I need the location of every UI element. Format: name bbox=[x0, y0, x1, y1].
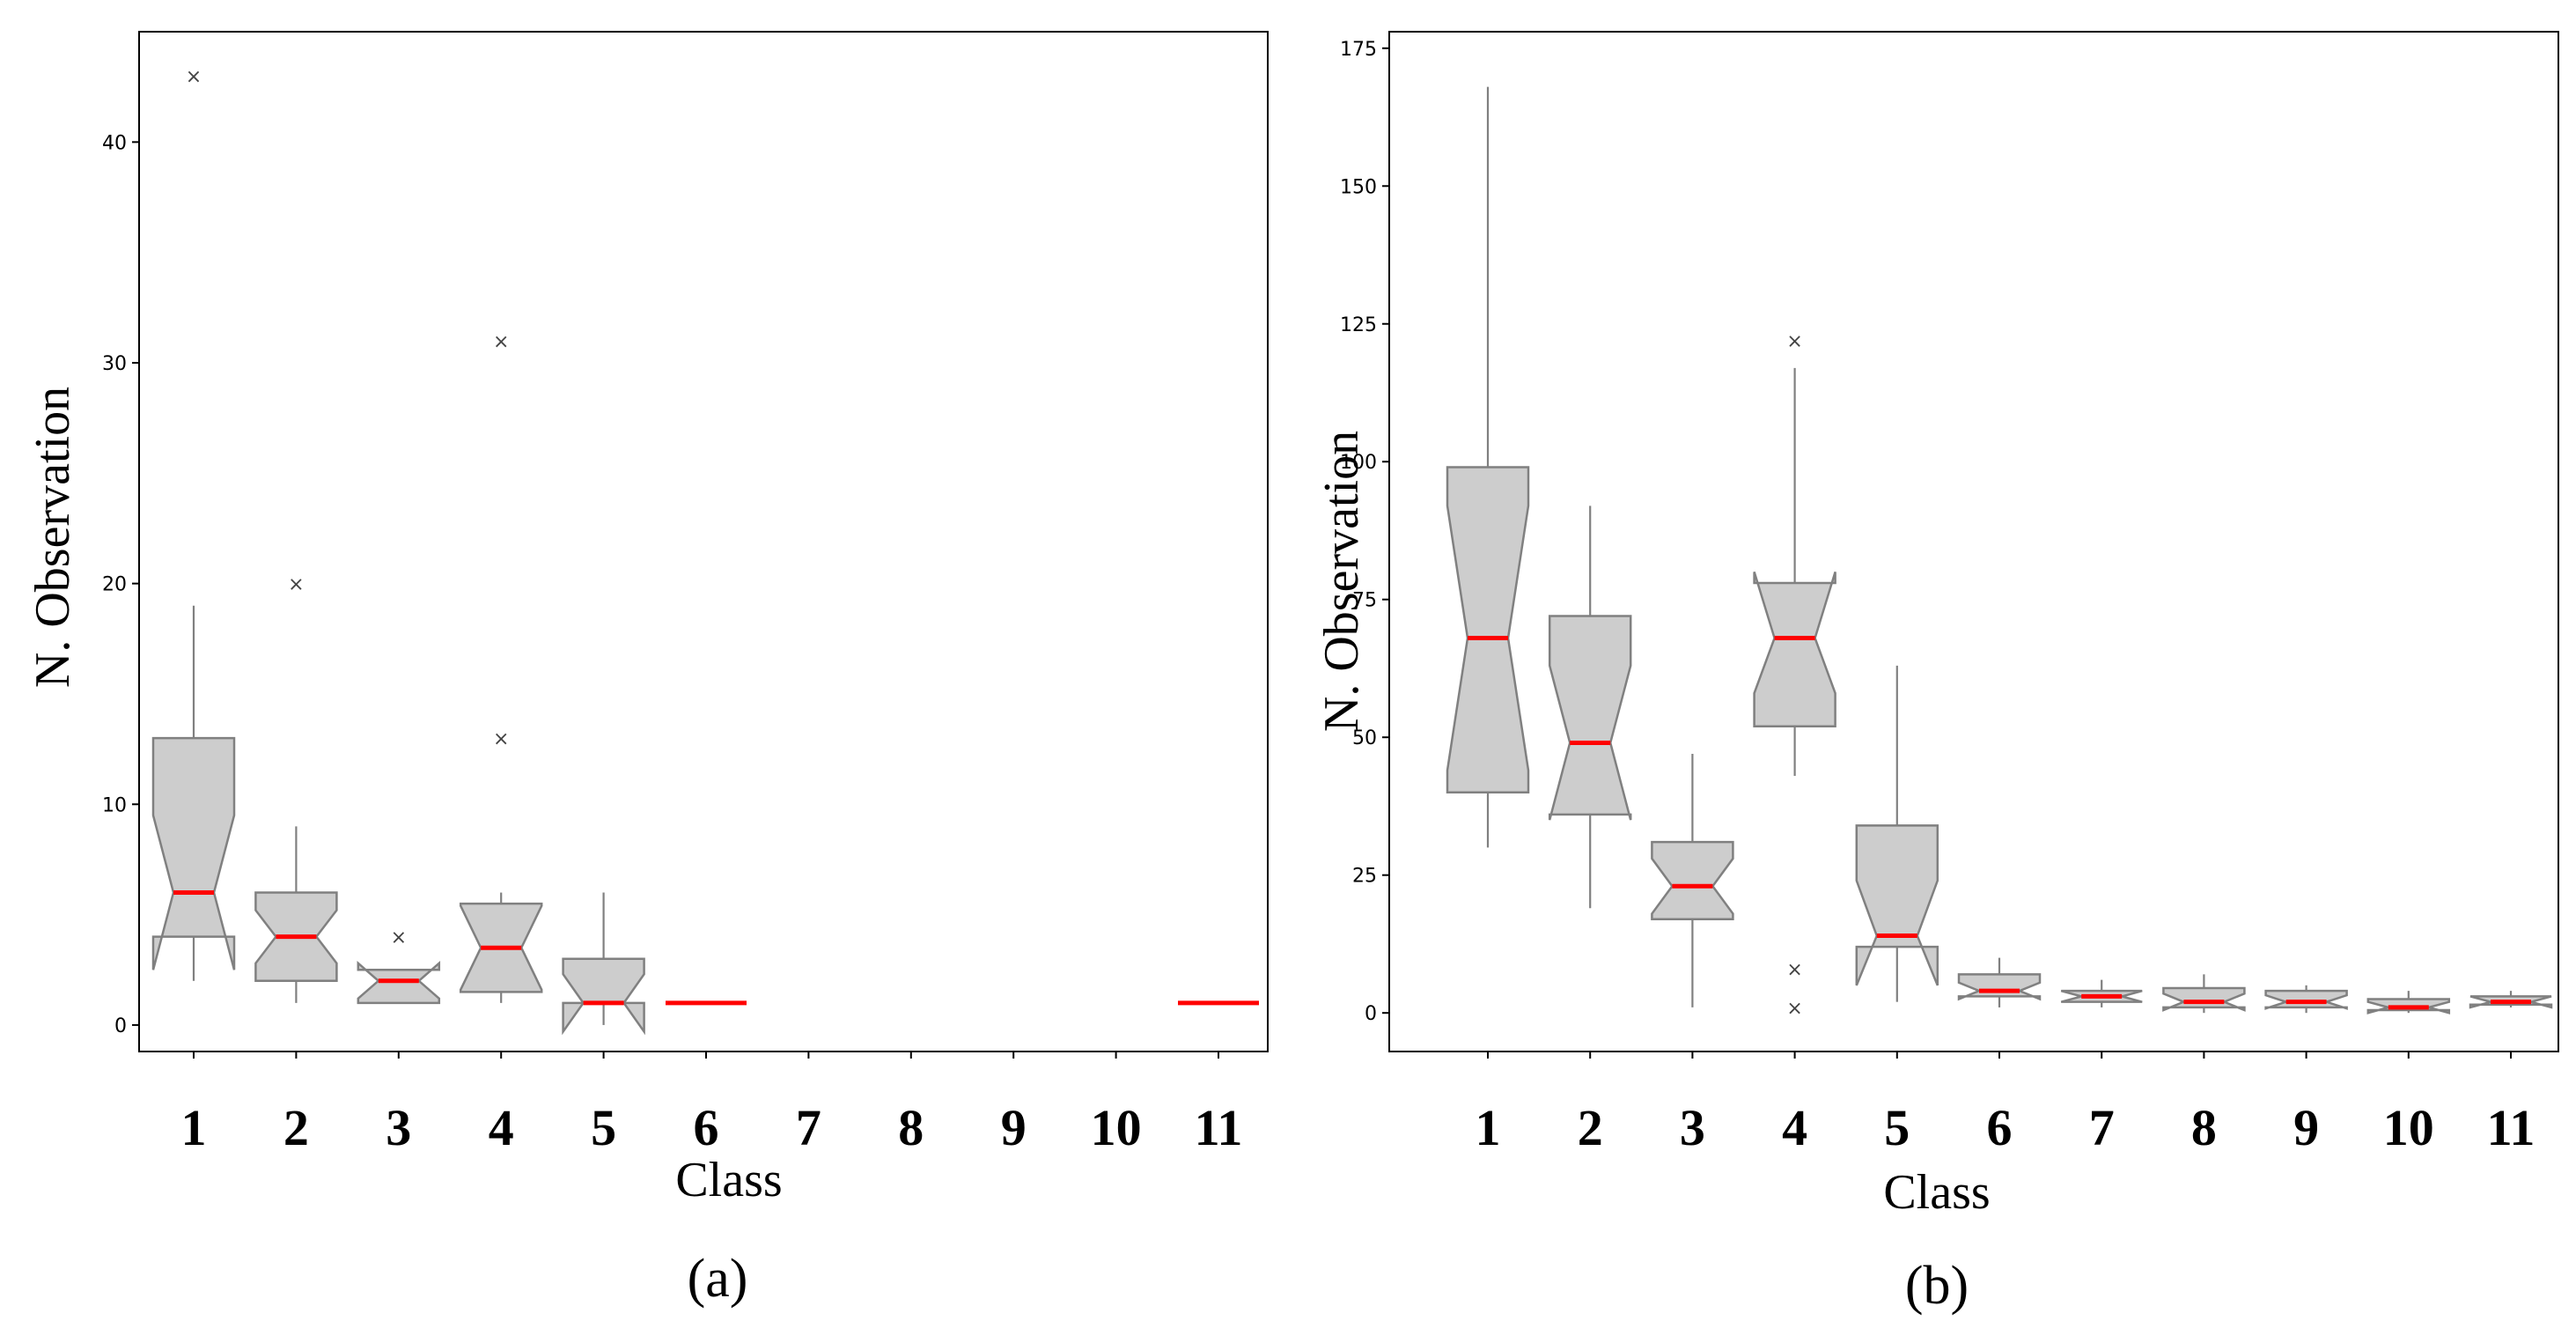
xtick-label: 5 bbox=[1884, 1099, 1910, 1156]
box-class-9 bbox=[2264, 985, 2348, 1014]
box-body bbox=[1446, 466, 1530, 794]
flier-marker: × bbox=[1786, 959, 1802, 981]
xtick-label: 10 bbox=[2383, 1099, 2434, 1156]
box-class-4: × × × bbox=[1753, 331, 1836, 1020]
flier-marker: × bbox=[391, 927, 407, 949]
box-body bbox=[151, 736, 236, 970]
flier-marker: × bbox=[1786, 998, 1802, 1020]
flier-marker: × bbox=[186, 66, 202, 88]
panel-b: 0 25 50 75 100 125 150 175 1 2 3 4 5 6 7 8 9 10 11 × × × N. O… bbox=[1314, 31, 2559, 1316]
ylabel-a: N. Observation bbox=[26, 387, 80, 688]
xtick-label: 6 bbox=[694, 1099, 719, 1156]
ytick-label: 0 bbox=[114, 1015, 127, 1037]
xtick-label: 8 bbox=[2191, 1099, 2217, 1156]
plot-frame-a bbox=[138, 31, 1269, 1052]
xtick-label: 3 bbox=[386, 1099, 411, 1156]
box-body bbox=[1651, 840, 1734, 921]
flier-marker: × bbox=[288, 574, 304, 596]
box-class-10 bbox=[2366, 991, 2451, 1015]
box-class-2 bbox=[1548, 505, 1632, 909]
ylabel-b: N. Observation bbox=[1314, 431, 1369, 732]
ytick-label: 50 bbox=[1352, 727, 1377, 749]
xtick-label: 9 bbox=[1001, 1099, 1027, 1156]
box-class-11 bbox=[2469, 991, 2553, 1009]
box-class-8 bbox=[2162, 974, 2246, 1014]
box-body bbox=[2264, 989, 2348, 1010]
xtick-label: 10 bbox=[1091, 1099, 1142, 1156]
ytick-label: 175 bbox=[1340, 39, 1377, 61]
ytick-label: 125 bbox=[1340, 314, 1377, 336]
xlabel-b: Class bbox=[1883, 1165, 1990, 1220]
xlabel-a: Class bbox=[675, 1153, 782, 1207]
xtick-label: 2 bbox=[1578, 1099, 1603, 1156]
ytick-label: 75 bbox=[1352, 590, 1377, 612]
ytick-label: 20 bbox=[102, 574, 127, 596]
box-body bbox=[562, 957, 645, 1036]
box-body bbox=[2162, 986, 2246, 1012]
box-class-5 bbox=[1855, 665, 1939, 1002]
box-body bbox=[1957, 973, 2042, 1001]
xtick-label: 4 bbox=[1782, 1099, 1807, 1156]
box-class-6 bbox=[1957, 957, 2042, 1007]
ytick-label: 100 bbox=[1340, 452, 1377, 474]
xtick-label: 11 bbox=[1195, 1099, 1243, 1156]
panel-label-a: (a) bbox=[688, 1249, 748, 1309]
box-class-1 bbox=[1446, 86, 1530, 848]
flier-marker: × bbox=[493, 331, 509, 353]
box-body bbox=[1548, 615, 1632, 821]
xtick-label: 5 bbox=[591, 1099, 616, 1156]
box-body bbox=[1753, 572, 1836, 727]
plot-area-b: 0 25 50 75 100 125 150 175 1 2 3 4 5 6 7 8 9 10 11 × × × bbox=[1340, 39, 2553, 1156]
plot-frame-b bbox=[1388, 31, 2559, 1052]
xtick-label: 1 bbox=[1476, 1099, 1501, 1156]
box-class-3: × bbox=[357, 927, 441, 1005]
box-class-3 bbox=[1651, 753, 1734, 1007]
flier-marker: × bbox=[1786, 331, 1802, 353]
xtick-label: 3 bbox=[1680, 1099, 1705, 1156]
ytick-label: 150 bbox=[1340, 176, 1377, 198]
box-body bbox=[357, 960, 441, 1005]
ytick-label: 10 bbox=[102, 794, 127, 816]
ytick-label: 25 bbox=[1352, 866, 1377, 888]
ytick-label: 30 bbox=[102, 353, 127, 375]
xtick-label: 4 bbox=[489, 1099, 514, 1156]
ytick-label: 0 bbox=[1365, 1003, 1377, 1025]
xtick-label: 8 bbox=[898, 1099, 924, 1156]
box-class-5 bbox=[562, 892, 645, 1036]
panel-label-b: (b) bbox=[1905, 1256, 1969, 1316]
box-class-2: × bbox=[254, 574, 338, 1003]
xtick-label: 1 bbox=[181, 1099, 207, 1156]
box-body bbox=[1855, 824, 1939, 986]
xtick-label: 7 bbox=[2089, 1099, 2115, 1156]
box-class-4: ×× bbox=[459, 331, 543, 1003]
xtick-label: 11 bbox=[2487, 1099, 2536, 1156]
box-class-7 bbox=[2060, 979, 2143, 1007]
xtick-label: 6 bbox=[1987, 1099, 2013, 1156]
box-class-1: × bbox=[151, 66, 236, 981]
xtick-label: 2 bbox=[283, 1099, 309, 1156]
xtick-label: 7 bbox=[796, 1099, 821, 1156]
flier-marker: × bbox=[493, 728, 509, 750]
ytick-label: 40 bbox=[102, 132, 127, 154]
xtick-label: 9 bbox=[2293, 1099, 2319, 1156]
